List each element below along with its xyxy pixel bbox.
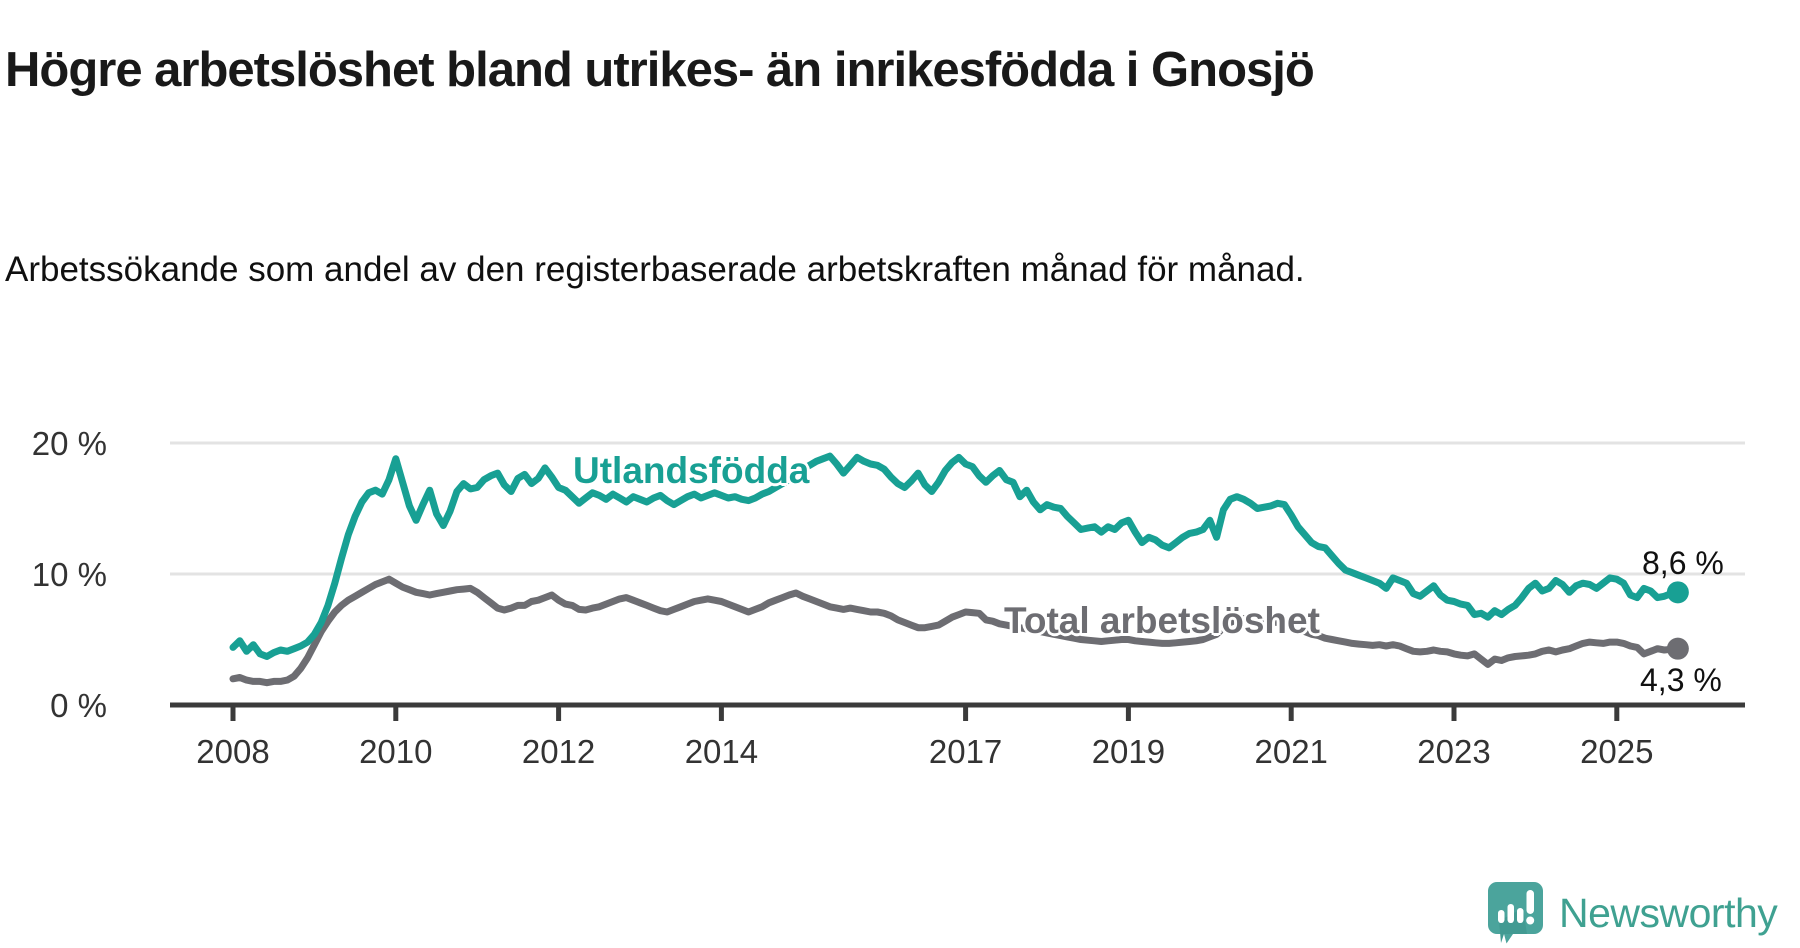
chart-subtitle: Arbetssökande som andel av den registerb… [5, 250, 1305, 289]
series-line-utlandsfodda [229, 452, 1682, 660]
x-tick-label-2021: 2021 [1254, 733, 1327, 770]
series-end-dot-utlandsfodda [1666, 581, 1689, 604]
y-tick-label-0: 0 % [50, 687, 107, 724]
series-end-dot-total-arbetsloshet [1666, 637, 1689, 660]
series-line-total-arbetsloshet [229, 575, 1682, 687]
x-tick-label-2008: 2008 [196, 733, 269, 770]
exclamation-bar [1526, 890, 1534, 914]
y-tick-label-20: 20 % [32, 425, 107, 462]
x-tick-label-2025: 2025 [1580, 733, 1653, 770]
end-value-label-utlandsfodda: 8,6 % [1642, 545, 1724, 581]
x-tick-label-2014: 2014 [685, 733, 758, 770]
bar-1 [1498, 910, 1505, 923]
x-tick-label-2010: 2010 [359, 733, 432, 770]
x-tick-label-2023: 2023 [1417, 733, 1490, 770]
series-label-utlandsfodda: Utlandsfödda [573, 450, 810, 491]
bar-2 [1507, 904, 1514, 923]
end-value-label-total: 4,3 % [1640, 662, 1722, 698]
page-title: Högre arbetslöshet bland utrikes- än inr… [5, 42, 1315, 97]
newsworthy-speech-bubble-chart-icon [1488, 882, 1543, 944]
exclamation-dot [1526, 916, 1535, 925]
series-label-total-arbetsloshet: Total arbetslöshet [1004, 600, 1320, 641]
y-tick-label-10: 10 % [32, 556, 107, 593]
x-tick-label-2012: 2012 [522, 733, 595, 770]
brand-name: Newsworthy [1559, 889, 1778, 936]
x-tick-label-2019: 2019 [1092, 733, 1165, 770]
newsworthy-brand: Newsworthy [1487, 880, 1778, 946]
bar-3 [1517, 908, 1524, 923]
x-tick-label-2017: 2017 [929, 733, 1002, 770]
